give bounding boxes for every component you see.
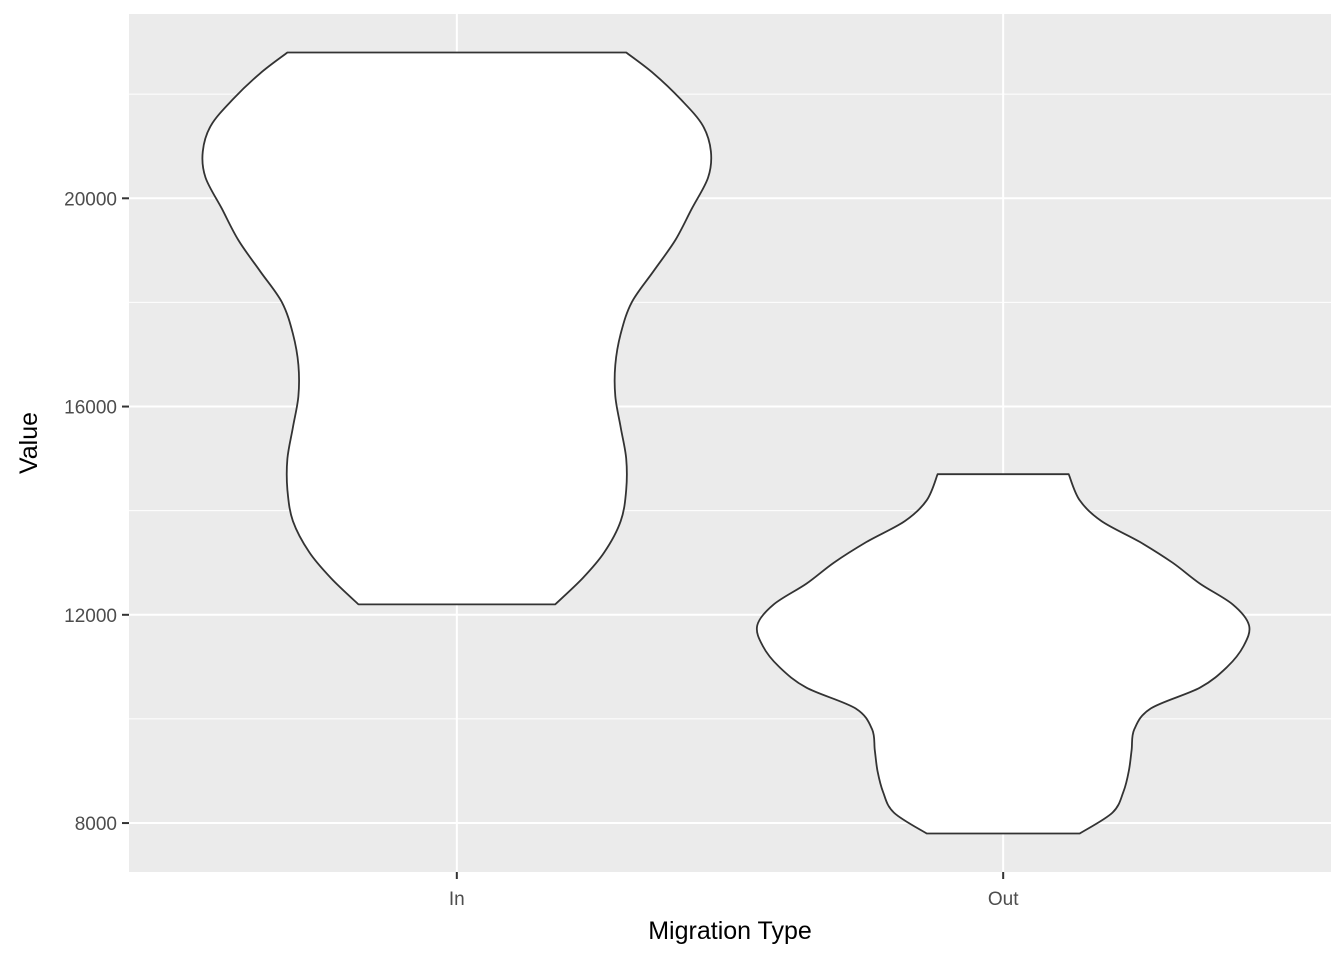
violins (201, 51, 1251, 835)
x-axis-title: Migration Type (648, 917, 812, 945)
violin-in (201, 51, 713, 606)
y-axis: 8000 12000 16000 20000 (64, 189, 129, 835)
violin-out (755, 473, 1251, 835)
y-tick-label: 12000 (64, 606, 117, 627)
y-tick-label: 8000 (75, 814, 117, 835)
y-axis-title: Value (15, 412, 43, 474)
x-tick-label: In (449, 889, 465, 910)
x-tick-label: Out (988, 889, 1019, 910)
y-tick-label: 20000 (64, 189, 117, 210)
x-axis: In Out (449, 872, 1019, 910)
y-tick-label: 16000 (64, 398, 117, 419)
